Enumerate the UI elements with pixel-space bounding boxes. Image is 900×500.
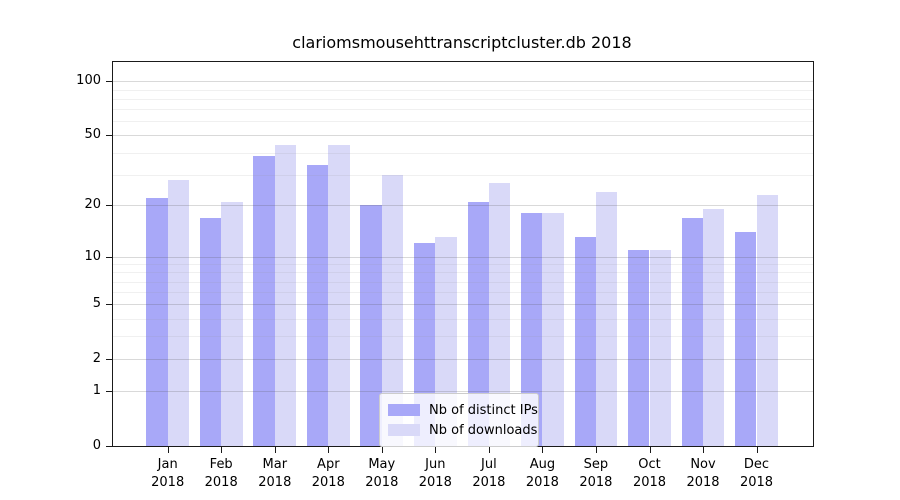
plot-area: Nb of distinct IPs Nb of downloads 0 1 2 5 1… — [76, 61, 814, 490]
y-axis-tick — [106, 446, 112, 447]
y-axis-tick-label: 5 — [92, 296, 101, 312]
x-axis-tick — [167, 447, 169, 453]
bar-downloads-mar — [274, 145, 297, 446]
minor-gridline — [113, 272, 813, 274]
y-axis-tick — [106, 81, 112, 83]
minor-gridline — [113, 109, 813, 111]
bar-distinct-ips-may — [360, 205, 382, 446]
bar-downloads-nov — [703, 209, 725, 446]
x-axis-tick — [542, 447, 544, 453]
bar-distinct-ips-dec — [735, 232, 757, 446]
chart-title: clariomsmousehttranscriptcluster.db 2018 — [292, 33, 632, 52]
bar-distinct-ips-nov — [681, 217, 703, 446]
minor-gridline — [113, 121, 813, 123]
minor-gridline — [113, 264, 813, 265]
y-axis-tick-label: 50 — [84, 127, 101, 143]
minor-gridline — [113, 292, 813, 294]
x-axis-label-jul: Jul 2018 — [472, 457, 506, 490]
minor-gridline — [113, 152, 813, 154]
y-axis-tick — [106, 304, 112, 306]
bar-distinct-ips-jul — [467, 201, 489, 446]
x-axis-label-jun: Jun 2018 — [418, 457, 452, 490]
bar-downloads-apr — [328, 145, 350, 446]
legend-item-distinct-ips: Nb of distinct IPs — [388, 400, 538, 420]
bar-downloads-jul — [488, 182, 511, 446]
y-axis-tick-label: 2 — [92, 351, 101, 367]
legend: Nb of distinct IPs Nb of downloads — [379, 393, 539, 447]
y-axis-tick-label: 100 — [76, 73, 101, 89]
legend-swatch-distinct-ips — [388, 404, 420, 416]
bar-distinct-ips-sep — [574, 237, 596, 446]
x-axis-tick — [756, 447, 758, 453]
major-gridline — [113, 359, 813, 361]
minor-gridline — [113, 174, 813, 176]
x-axis-label-may: May 2018 — [365, 457, 399, 490]
x-axis-tick — [488, 447, 490, 453]
bar-downloads-aug — [542, 213, 564, 446]
minor-gridline — [113, 281, 813, 283]
y-axis-tick-label: 10 — [84, 248, 101, 264]
x-axis-label-nov: Nov 2018 — [686, 457, 720, 490]
bar-distinct-ips-aug — [521, 213, 543, 446]
bar-downloads-oct — [649, 249, 671, 446]
bar-downloads-dec — [756, 194, 778, 446]
major-gridline — [113, 256, 813, 258]
y-axis-tick — [106, 359, 112, 361]
major-gridline — [113, 135, 813, 137]
x-axis-tick — [595, 447, 597, 453]
x-axis-label-mar: Mar 2018 — [258, 457, 292, 490]
y-axis-tick — [106, 391, 112, 393]
x-axis-label-dec: Dec 2018 — [739, 457, 774, 490]
legend-swatch-downloads — [388, 424, 420, 436]
x-axis-label-oct: Oct 2018 — [632, 457, 667, 490]
minor-gridline — [113, 89, 813, 91]
y-axis-tick-label: 1 — [92, 383, 101, 399]
x-axis-label-apr: Apr 2018 — [311, 457, 345, 490]
minor-gridline — [113, 98, 813, 100]
bar-distinct-ips-feb — [199, 217, 222, 446]
legend-label-distinct-ips: Nb of distinct IPs — [429, 402, 538, 418]
x-axis-tick — [221, 447, 223, 453]
bar-distinct-ips-oct — [628, 249, 650, 446]
major-gridline — [113, 391, 813, 393]
x-axis-tick — [328, 447, 330, 453]
y-axis-tick — [106, 135, 112, 137]
y-axis-tick — [106, 256, 112, 258]
bar-downloads-jan — [167, 179, 190, 446]
bar-downloads-may — [381, 174, 404, 446]
bar-downloads-feb — [221, 201, 243, 446]
x-axis-tick — [435, 447, 437, 453]
x-axis-label-sep: Sep 2018 — [579, 457, 613, 490]
major-gridline — [113, 304, 813, 306]
minor-gridline — [113, 336, 813, 338]
bar-distinct-ips-apr — [306, 165, 329, 446]
legend-item-downloads: Nb of downloads — [388, 420, 537, 440]
legend-label-downloads: Nb of downloads — [429, 422, 538, 438]
x-axis-tick — [381, 447, 383, 453]
bar-downloads-sep — [595, 191, 618, 446]
bar-distinct-ips-mar — [253, 156, 275, 446]
bar-distinct-ips-jan — [146, 198, 168, 446]
x-axis-label-aug: Aug 2018 — [525, 457, 559, 490]
minor-gridline — [113, 318, 813, 320]
y-axis-tick — [106, 205, 112, 207]
x-axis-tick — [703, 447, 704, 453]
major-gridline — [113, 205, 813, 207]
x-axis-tick — [274, 447, 276, 453]
y-axis-tick-label: 20 — [84, 197, 101, 213]
major-gridline — [113, 81, 813, 83]
x-axis-label-feb: Feb 2018 — [204, 457, 238, 490]
x-axis-label-jan: Jan 2018 — [151, 457, 185, 490]
y-axis-tick-label: 0 — [92, 438, 101, 453]
x-axis-tick — [649, 447, 651, 453]
